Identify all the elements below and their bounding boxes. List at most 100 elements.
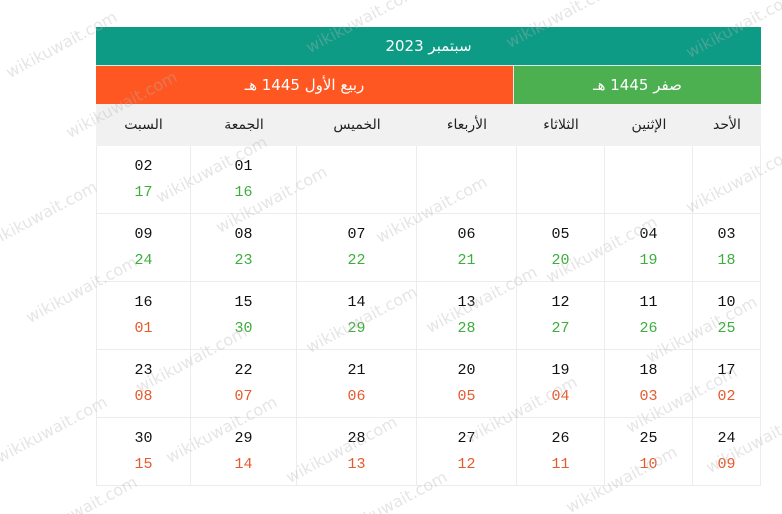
gregorian-day: 06 [457,225,476,243]
day-cell: 27 12 [417,418,517,486]
hijri-day: 22 [347,251,366,269]
gregorian-day: 20 [457,361,476,379]
hijri-day: 26 [639,319,658,337]
day-cell [297,146,417,214]
hijri-day: 02 [717,387,736,405]
day-cell [417,146,517,214]
hijri-day: 08 [134,387,153,405]
day-cell: 22 07 [191,350,297,418]
gregorian-day: 29 [234,429,253,447]
day-cell: 13 28 [417,282,517,350]
hijri-day: 23 [234,251,253,269]
hijri-day: 09 [717,455,736,473]
hijri-day: 05 [457,387,476,405]
gregorian-day: 07 [347,225,366,243]
weekday-label: الأحد [693,104,761,146]
day-cell: 14 29 [297,282,417,350]
day-cell: 19 04 [517,350,605,418]
watermark-text: wikikuwait.com [0,177,101,252]
gregorian-day: 02 [134,157,153,175]
day-cell [605,146,693,214]
hijri-day: 30 [234,319,253,337]
hijri-day: 03 [639,387,658,405]
hijri-day: 28 [457,319,476,337]
weekday-label: الخميس [297,104,417,146]
hijri-day: 17 [134,183,153,201]
hijri-day: 07 [234,387,253,405]
hijri-day: 24 [134,251,153,269]
hijri-day: 14 [234,455,253,473]
hijri-day: 04 [551,387,570,405]
hijri-day: 11 [551,455,570,473]
hijri-day: 16 [234,183,253,201]
day-cell: 15 30 [191,282,297,350]
hijri-day: 06 [347,387,366,405]
weekday-label: السبت [96,104,191,146]
gregorian-day: 25 [639,429,658,447]
day-cell: 04 19 [605,214,693,282]
hijri-month-rabi-al-awwal: ربيع الأول 1445 هـ [96,66,514,104]
hijri-day: 13 [347,455,366,473]
gregorian-day: 22 [234,361,253,379]
day-cell: 20 05 [417,350,517,418]
gregorian-day: 17 [717,361,736,379]
gregorian-day: 12 [551,293,570,311]
day-cell: 01 16 [191,146,297,214]
gregorian-day: 08 [234,225,253,243]
gregorian-day: 15 [234,293,253,311]
hijri-day: 10 [639,455,658,473]
gregorian-day: 11 [639,293,658,311]
hijri-day: 19 [639,251,658,269]
hijri-day: 01 [134,319,153,337]
day-cell: 06 21 [417,214,517,282]
weekday-label: الثلاثاء [517,104,605,146]
hijri-day: 15 [134,455,153,473]
gregorian-day: 27 [457,429,476,447]
day-cell: 23 08 [96,350,191,418]
day-cell: 21 06 [297,350,417,418]
day-cell: 18 03 [605,350,693,418]
day-cell: 12 27 [517,282,605,350]
gregorian-day: 21 [347,361,366,379]
day-cell: 05 20 [517,214,605,282]
day-cell: 28 13 [297,418,417,486]
days-grid: 02 17 01 16 09 24 08 23 07 22 06 21 05 20 04 19 03 18 16 01… [96,146,761,486]
hijri-day: 27 [551,319,570,337]
day-cell: 10 25 [693,282,761,350]
gregorian-day: 30 [134,429,153,447]
calendar: سبتمبر 2023 ربيع الأول 1445 هـ صفر 1445 … [96,27,761,486]
hijri-month-safar: صفر 1445 هـ [514,66,761,104]
gregorian-day: 10 [717,293,736,311]
gregorian-day: 09 [134,225,153,243]
hijri-day: 18 [717,251,736,269]
day-cell: 03 18 [693,214,761,282]
gregorian-day: 13 [457,293,476,311]
weekday-label: الجمعة [191,104,297,146]
hijri-day: 21 [457,251,476,269]
gregorian-day: 19 [551,361,570,379]
day-cell: 07 22 [297,214,417,282]
gregorian-day: 04 [639,225,658,243]
weekday-header-row: السبت الجمعة الخميس الأربعاء الثلاثاء الإثنين… [96,104,761,146]
day-cell: 29 14 [191,418,297,486]
day-cell: 30 15 [96,418,191,486]
hijri-months-row: ربيع الأول 1445 هـ صفر 1445 هـ [96,66,761,104]
gregorian-day: 26 [551,429,570,447]
hijri-day: 20 [551,251,570,269]
day-cell: 24 09 [693,418,761,486]
hijri-day: 25 [717,319,736,337]
day-cell: 08 23 [191,214,297,282]
gregorian-day: 05 [551,225,570,243]
weekday-label: الإثنين [605,104,693,146]
gregorian-day: 16 [134,293,153,311]
hijri-day: 29 [347,319,366,337]
gregorian-day: 01 [234,157,253,175]
day-cell [517,146,605,214]
gregorian-day: 14 [347,293,366,311]
gregorian-month-title: سبتمبر 2023 [96,27,761,66]
day-cell: 02 17 [96,146,191,214]
gregorian-day: 24 [717,429,736,447]
day-cell [693,146,761,214]
day-cell: 25 10 [605,418,693,486]
day-cell: 17 02 [693,350,761,418]
